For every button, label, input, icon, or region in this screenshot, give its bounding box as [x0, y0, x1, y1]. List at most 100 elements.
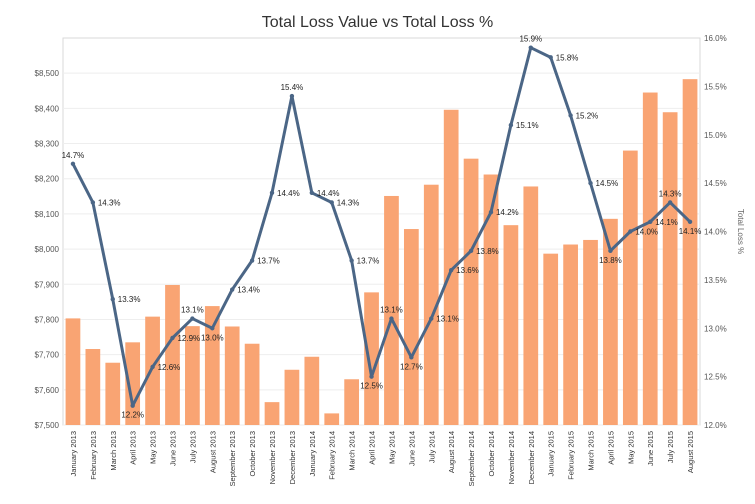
loss-pct-point-31 — [667, 200, 673, 205]
bar-1 — [65, 318, 81, 425]
y-right-tick-label: 13.5% — [704, 276, 727, 285]
x-tick-label: February 2015 — [567, 431, 576, 480]
bar-9 — [224, 326, 240, 425]
data-label: 12.5% — [360, 382, 383, 391]
x-tick-label: December 2014 — [527, 431, 536, 484]
bar-25 — [543, 253, 559, 425]
loss-pct-point-8 — [210, 326, 215, 331]
y-left-tick-label: $8,400 — [35, 104, 60, 113]
loss-pct-point-3 — [110, 297, 115, 302]
x-tick-label: November 2013 — [268, 431, 277, 484]
loss-pct-point-9 — [230, 287, 235, 292]
bar-24 — [523, 186, 539, 425]
y-right-tick-label: 12.0% — [704, 421, 727, 430]
data-label: 14.3% — [337, 198, 360, 207]
loss-pct-point-25 — [548, 55, 553, 60]
loss-pct-point-12 — [289, 93, 295, 99]
x-tick-label: April 2015 — [606, 431, 615, 465]
y-right-tick-label: 16.0% — [704, 34, 727, 43]
loss-pct-point-23 — [508, 122, 514, 128]
loss-pct-line — [71, 46, 692, 408]
bar-27 — [583, 239, 598, 425]
loss-pct-point-7 — [190, 316, 195, 321]
y-left-tick-label: $8,200 — [35, 175, 60, 184]
data-label: 13.4% — [237, 286, 260, 295]
bar-23 — [503, 225, 519, 425]
x-tick-label: June 2014 — [407, 431, 416, 466]
loss-pct-point-11 — [269, 190, 275, 195]
bar-32 — [682, 79, 698, 426]
x-tick-label: March 2014 — [348, 431, 357, 471]
data-label: 13.1% — [436, 315, 459, 324]
bar-17 — [384, 195, 399, 425]
x-tick-label: January 2015 — [547, 431, 556, 476]
bar-3 — [105, 362, 121, 425]
loss-pct-point-10 — [249, 258, 255, 263]
bar-10 — [244, 343, 260, 425]
y-right-tick-label: 13.0% — [704, 324, 727, 333]
data-label: 12.6% — [158, 363, 181, 372]
bar-6 — [165, 284, 180, 425]
bar-12 — [284, 369, 300, 425]
data-label: 12.7% — [400, 362, 423, 371]
x-tick-label: March 2013 — [109, 431, 118, 471]
bar-7 — [185, 326, 200, 425]
bar-15 — [344, 379, 360, 425]
x-tick-label: October 2013 — [248, 431, 257, 476]
loss-pct-point-26 — [568, 113, 573, 118]
loss-pct-point-19 — [429, 316, 434, 321]
x-tick-label: September 2013 — [228, 431, 237, 486]
loss-pct-point-5 — [150, 364, 155, 370]
bar-22 — [483, 174, 499, 425]
data-label: 15.2% — [576, 111, 599, 120]
x-tick-label: March 2015 — [587, 431, 596, 471]
x-tick-label: February 2013 — [89, 431, 98, 480]
data-label: 15.9% — [519, 35, 542, 44]
loss-pct-point-28 — [608, 248, 613, 254]
loss-pct-point-17 — [389, 316, 394, 321]
loss-pct-point-30 — [648, 219, 653, 225]
data-label: 13.3% — [118, 295, 141, 304]
data-label: 13.8% — [599, 256, 622, 265]
y-left-tick-label: $8,500 — [35, 69, 60, 78]
y-left-tick-label: $7,700 — [35, 351, 60, 360]
bar-13 — [304, 356, 320, 425]
data-label: 13.6% — [456, 266, 479, 275]
x-tick-label: April 2014 — [368, 431, 377, 465]
x-tick-label: June 2013 — [168, 431, 177, 466]
y-left-tick-label: $7,600 — [35, 386, 60, 395]
y-right-tick-label: 14.0% — [704, 228, 727, 237]
data-label: 15.8% — [556, 53, 579, 62]
loss-pct-point-14 — [329, 200, 334, 205]
x-tick-label: August 2013 — [208, 431, 217, 473]
bar-18 — [403, 229, 419, 425]
bar-30 — [642, 92, 658, 426]
bar-26 — [563, 244, 578, 425]
loss-pct-point-6 — [170, 335, 175, 341]
data-label: 14.5% — [596, 179, 619, 188]
data-label: 14.1% — [655, 218, 678, 227]
loss-pct-point-29 — [628, 229, 633, 234]
x-tick-label: September 2014 — [467, 431, 476, 486]
data-label: 13.1% — [181, 306, 204, 315]
data-label: 14.0% — [635, 228, 658, 237]
x-tick-label: July 2013 — [188, 431, 197, 463]
data-label: 13.7% — [357, 257, 380, 266]
y-right-tick-label: 15.5% — [704, 82, 727, 91]
bar-11 — [264, 402, 280, 425]
y-left-tick-label: $7,800 — [35, 315, 60, 324]
data-label: 14.1% — [679, 227, 702, 236]
bar-14 — [324, 413, 340, 425]
bar-31 — [662, 112, 678, 425]
loss-pct-point-13 — [309, 190, 315, 195]
loss-pct-point-24 — [528, 45, 533, 50]
loss-pct-point-27 — [588, 180, 593, 186]
chart-title: Total Loss Value vs Total Loss % — [261, 14, 494, 31]
y-right-axis-title: Total Loss % — [736, 209, 745, 254]
bar-21 — [463, 158, 479, 425]
loss-pct-point-16 — [369, 374, 374, 379]
data-label: 12.9% — [177, 334, 200, 343]
x-tick-label: August 2015 — [686, 431, 695, 473]
